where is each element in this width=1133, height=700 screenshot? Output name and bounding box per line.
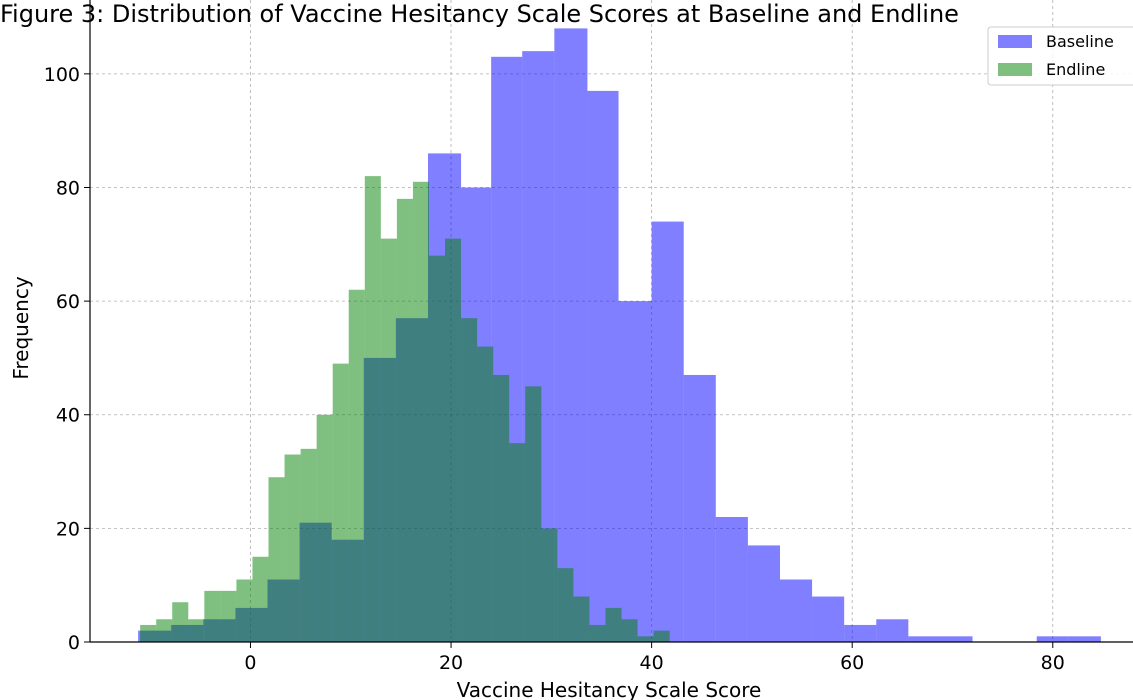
histogram-bar-endline <box>172 602 189 642</box>
histogram-bar-endline <box>188 619 205 642</box>
histogram-bar-baseline <box>587 90 619 643</box>
histogram-bar-endline <box>477 346 494 642</box>
x-tick-label: 20 <box>439 652 463 674</box>
histogram-bar-endline <box>364 176 381 642</box>
histogram-bar-baseline <box>618 301 652 642</box>
histogram-bar-endline <box>300 448 317 642</box>
ticks: 0 20 40 60 80 0 20 40 60 80 100 <box>44 64 1065 674</box>
histogram-bar-endline <box>541 528 558 642</box>
histogram-bar-endline <box>445 238 462 642</box>
histogram-bar-baseline <box>1068 636 1101 642</box>
histogram-bar-endline <box>204 590 221 642</box>
histogram-bar-baseline <box>844 624 877 642</box>
histogram-bar-endline <box>348 289 365 642</box>
histogram-bar-baseline <box>1036 636 1069 642</box>
histogram-bar-endline <box>220 590 237 642</box>
histogram-bar-endline <box>236 579 253 642</box>
legend-label-endline: Endline <box>1046 60 1105 79</box>
x-tick-label: 0 <box>244 652 256 674</box>
histogram-bar-baseline <box>940 636 973 642</box>
y-tick-label: 60 <box>56 291 80 313</box>
y-tick-label: 40 <box>56 405 80 427</box>
histogram-bar-endline <box>428 255 446 643</box>
histogram-bar-endline <box>316 414 333 642</box>
histogram-bar-endline <box>621 619 638 642</box>
chart-title: Figure 3: Distribution of Vaccine Hesita… <box>0 0 959 28</box>
y-tick-label: 20 <box>56 518 80 540</box>
histogram-bar-baseline <box>779 579 813 642</box>
x-tick-label: 40 <box>640 652 664 674</box>
histogram-bar-endline <box>140 624 157 642</box>
histogram-bar-endline <box>284 454 301 642</box>
x-axis-label: Vaccine Hesitancy Scale Score <box>457 678 762 700</box>
axes <box>89 0 1133 643</box>
histogram-bar-endline <box>557 568 574 642</box>
legend-swatch-baseline <box>998 35 1032 48</box>
y-tick-label: 0 <box>68 632 80 654</box>
histogram-bar-endline <box>605 607 622 642</box>
bars <box>138 28 1101 643</box>
x-tick-label: 80 <box>1041 652 1065 674</box>
histogram-bar-baseline <box>683 374 716 642</box>
histogram-bar-endline <box>525 386 542 642</box>
legend-label-baseline: Baseline <box>1046 32 1114 51</box>
histogram-bar-endline <box>461 318 478 642</box>
histogram-bar-baseline <box>747 545 780 642</box>
histogram-bar-endline <box>589 624 606 642</box>
histogram-bar-endline <box>653 630 670 642</box>
histogram-bar-endline <box>252 556 269 642</box>
y-axis-label: Frequency <box>9 276 33 379</box>
x-tick-label: 60 <box>840 652 864 674</box>
histogram-bar-endline <box>380 238 397 642</box>
histogram-bar-baseline <box>908 636 941 642</box>
legend: Baseline Endline <box>987 26 1133 86</box>
histogram-bar-baseline <box>876 619 909 642</box>
histogram-bar-endline <box>412 181 429 643</box>
histogram-bar-baseline <box>554 28 588 642</box>
y-tick-label: 100 <box>44 64 80 86</box>
histogram-bar-endline <box>332 363 349 642</box>
histogram-bar-endline <box>573 596 590 642</box>
y-tick-label: 80 <box>56 177 80 199</box>
histogram-bar-endline <box>396 198 413 643</box>
histogram-bar-baseline <box>715 517 748 642</box>
histogram-bar-endline <box>268 477 285 642</box>
histogram-bar-endline <box>156 619 173 642</box>
histogram-bar-baseline <box>651 221 684 642</box>
histogram-bar-endline <box>493 374 510 642</box>
histogram-bar-baseline <box>812 596 845 642</box>
histogram-bar-endline <box>637 636 654 642</box>
histogram-bar-endline <box>509 443 526 642</box>
legend-swatch-endline <box>998 63 1032 76</box>
